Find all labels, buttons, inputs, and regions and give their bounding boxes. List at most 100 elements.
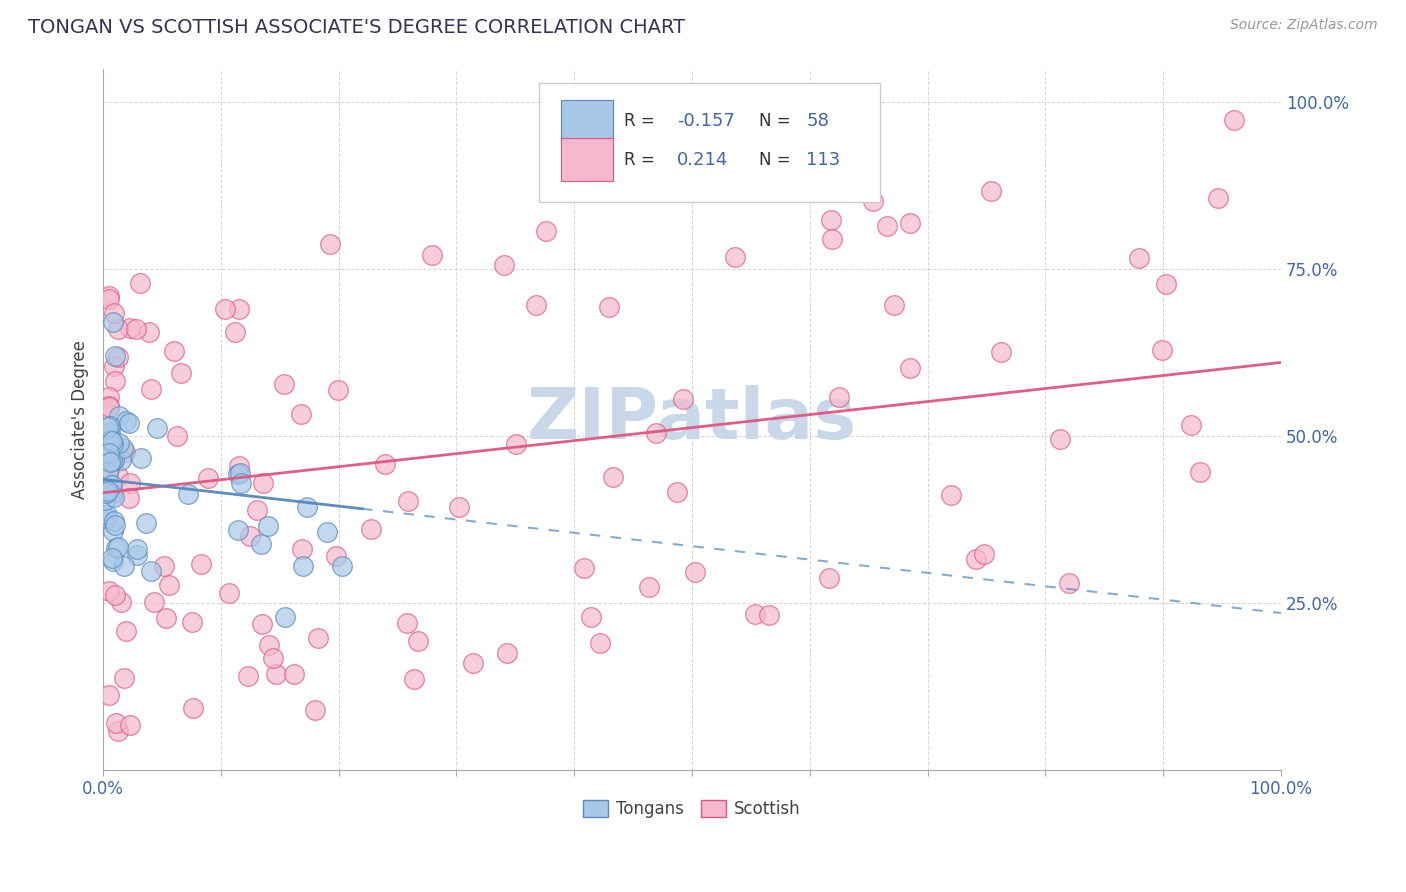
- Point: [1128, 252, 1150, 266]
- Point: [876, 219, 898, 234]
- Point: [98, 433, 121, 447]
- Point: [107, 436, 129, 450]
- Point: [257, 638, 280, 652]
- Point: [290, 407, 312, 421]
- Point: [103, 514, 125, 528]
- Point: [638, 580, 661, 594]
- Point: [602, 470, 624, 484]
- Point: [496, 646, 519, 660]
- Point: [965, 551, 987, 566]
- Point: [229, 467, 252, 481]
- Point: [396, 494, 419, 508]
- Point: [94, 493, 117, 508]
- Point: [181, 701, 204, 715]
- Point: [252, 475, 274, 490]
- Y-axis label: Associate's Degree: Associate's Degree: [72, 340, 89, 499]
- Point: [463, 656, 485, 670]
- Point: [332, 558, 354, 573]
- Point: [246, 502, 269, 516]
- Point: [98, 400, 121, 414]
- Point: [98, 688, 121, 702]
- Point: [374, 457, 396, 471]
- Point: [101, 315, 124, 329]
- Point: [96, 510, 118, 524]
- FancyBboxPatch shape: [538, 83, 880, 202]
- Legend: Tongans, Scottish: Tongans, Scottish: [576, 793, 807, 825]
- Point: [262, 651, 284, 665]
- Point: [494, 258, 516, 272]
- Point: [402, 672, 425, 686]
- Point: [96, 466, 118, 480]
- Point: [114, 445, 136, 459]
- Point: [93, 510, 115, 524]
- Point: [1152, 343, 1174, 357]
- Point: [177, 487, 200, 501]
- Point: [107, 350, 129, 364]
- Point: [218, 586, 240, 600]
- Point: [104, 588, 127, 602]
- Point: [103, 453, 125, 467]
- Point: [110, 452, 132, 467]
- Point: [1049, 433, 1071, 447]
- Point: [505, 436, 527, 450]
- Point: [157, 578, 180, 592]
- Point: [98, 462, 121, 476]
- Point: [395, 615, 418, 630]
- Point: [1156, 277, 1178, 291]
- Point: [291, 541, 314, 556]
- Point: [100, 477, 122, 491]
- Point: [190, 557, 212, 571]
- Point: [101, 453, 124, 467]
- Point: [304, 703, 326, 717]
- Point: [297, 500, 319, 515]
- Point: [93, 482, 115, 496]
- Point: [360, 522, 382, 536]
- Point: [98, 418, 121, 433]
- Point: [129, 276, 152, 290]
- Point: [118, 491, 141, 505]
- Point: [111, 441, 134, 455]
- Point: [163, 344, 186, 359]
- Text: N =: N =: [759, 112, 796, 130]
- Point: [645, 425, 668, 440]
- Point: [579, 610, 602, 624]
- Point: [118, 416, 141, 430]
- Point: [758, 607, 780, 622]
- Point: [110, 595, 132, 609]
- Point: [406, 633, 429, 648]
- Point: [98, 400, 121, 414]
- Point: [103, 491, 125, 505]
- Point: [572, 560, 595, 574]
- Point: [118, 718, 141, 732]
- Point: [166, 429, 188, 443]
- Point: [898, 216, 921, 230]
- Point: [283, 667, 305, 681]
- Point: [98, 390, 121, 404]
- Point: [129, 450, 152, 465]
- Point: [138, 325, 160, 339]
- Point: [228, 459, 250, 474]
- Point: [101, 437, 124, 451]
- Point: [139, 564, 162, 578]
- Point: [141, 382, 163, 396]
- Text: 113: 113: [806, 151, 841, 169]
- Point: [98, 293, 121, 307]
- Point: [115, 414, 138, 428]
- Point: [134, 516, 156, 531]
- Point: [1180, 418, 1202, 433]
- Point: [990, 345, 1012, 359]
- Point: [96, 486, 118, 500]
- Text: N =: N =: [759, 151, 796, 169]
- Point: [724, 251, 747, 265]
- Point: [226, 523, 249, 537]
- Point: [862, 194, 884, 209]
- Point: [127, 548, 149, 562]
- Point: [104, 374, 127, 388]
- Point: [197, 471, 219, 485]
- Point: [105, 716, 128, 731]
- Point: [98, 448, 121, 462]
- Point: [112, 558, 135, 573]
- Point: [107, 321, 129, 335]
- Point: [257, 519, 280, 533]
- Point: [97, 484, 120, 499]
